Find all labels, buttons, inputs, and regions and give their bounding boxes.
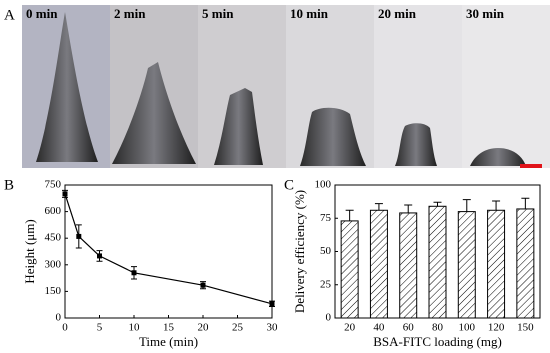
x-axis-label: BSA-FITC loading (mg) [373, 334, 502, 349]
data-point [131, 270, 137, 276]
needle [395, 123, 437, 166]
x-tick-label: 60 [403, 322, 415, 334]
needle [112, 62, 196, 164]
y-axis-label: Delivery efficiency (%) [292, 190, 307, 313]
x-tick-label: 20 [198, 322, 210, 334]
image-5 [462, 5, 550, 168]
needle [214, 88, 263, 165]
bar [516, 208, 535, 319]
y-tick-label: 50 [320, 245, 332, 257]
y-tick-label: 0 [326, 312, 332, 324]
image-label: 5 min [202, 6, 234, 21]
y-tick-label: 450 [45, 232, 62, 244]
data-point [97, 253, 102, 259]
error-bar [374, 203, 383, 211]
x-tick-label: 40 [373, 322, 385, 334]
x-tick-label: 10 [129, 322, 141, 334]
y-tick-label: 600 [45, 205, 62, 217]
scale-bar [520, 164, 542, 168]
micrographs [22, 5, 550, 168]
data-line [64, 193, 273, 305]
x-tick-label: 5 [97, 322, 103, 334]
bar [457, 211, 476, 319]
image-label: 0 min [26, 6, 58, 21]
x-tick-label: 15 [163, 322, 175, 334]
error-bar [345, 209, 354, 221]
y-tick-label: 75 [320, 212, 332, 224]
plot-frame [64, 184, 273, 319]
x-tick-label: 100 [459, 322, 476, 334]
bar [369, 209, 388, 319]
plot-frame [334, 184, 541, 319]
x-tick-label: 80 [432, 322, 444, 334]
image-label: 30 min [466, 6, 505, 21]
needle [36, 12, 98, 162]
bar [487, 209, 506, 319]
x-tick-label: 25 [232, 322, 244, 334]
needle [300, 107, 366, 166]
y-axis-label: Height (μm) [22, 219, 37, 283]
error-bar [492, 200, 501, 211]
y-tick-label: 0 [56, 312, 62, 324]
bar [428, 205, 447, 319]
y-tick-label: 100 [315, 179, 332, 191]
data-point [200, 282, 206, 288]
x-axis-label: Time (min) [139, 334, 198, 349]
image-label: 2 min [114, 6, 146, 21]
bar [399, 212, 418, 319]
x-tick-label: 120 [488, 322, 505, 334]
image-label: 20 min [378, 6, 417, 21]
panel-label: B [4, 177, 14, 193]
panel-label: C [284, 177, 294, 193]
y-tick-label: 25 [320, 278, 332, 290]
needle [470, 148, 526, 166]
error-bar [521, 197, 530, 209]
image-label: 10 min [290, 6, 329, 21]
y-tick-label: 150 [45, 285, 62, 297]
x-tick-label: 150 [517, 322, 534, 334]
bar [340, 220, 359, 319]
error-bar [462, 199, 471, 212]
y-tick-label: 300 [45, 258, 62, 270]
panel-label: A [4, 7, 15, 23]
x-tick-label: 30 [267, 322, 279, 334]
y-tick-label: 750 [45, 179, 62, 191]
error-bar [404, 204, 413, 213]
x-tick-label: 0 [62, 322, 68, 334]
error-bar [433, 201, 442, 207]
x-tick-label: 20 [344, 322, 356, 334]
data-point [76, 233, 82, 239]
